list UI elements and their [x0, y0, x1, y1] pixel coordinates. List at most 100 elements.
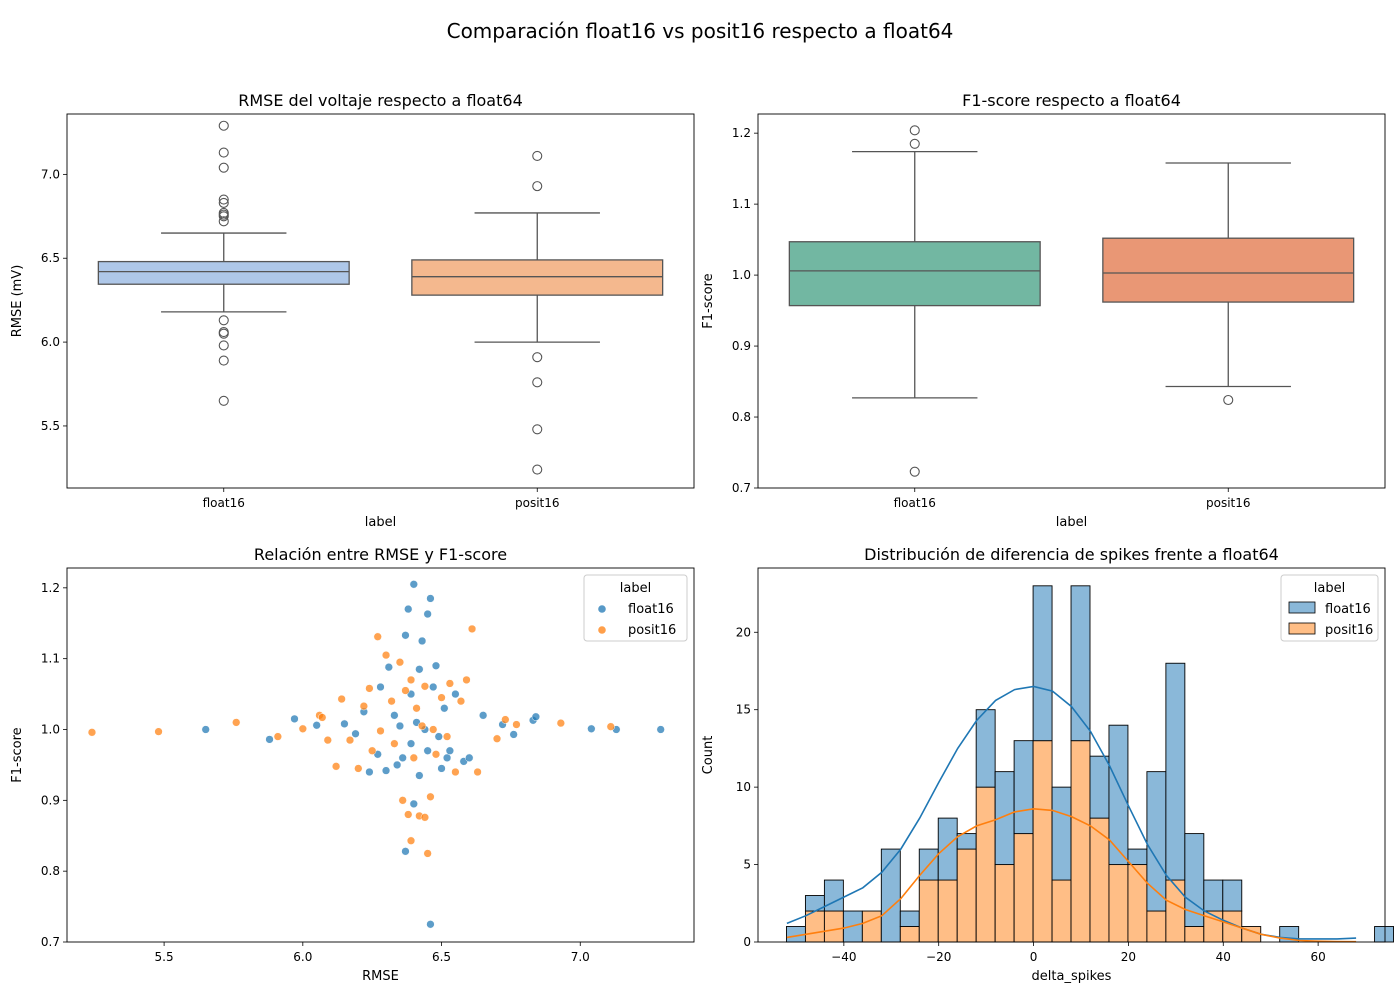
scatter-point-posit16: [401, 686, 410, 695]
hist-bar-float16: [823, 879, 844, 912]
outlier-point: [909, 466, 920, 477]
scatter-point-float16: [384, 663, 393, 672]
y-tick-label: 1.0: [732, 268, 751, 282]
legend-title: label: [620, 581, 651, 596]
hist-bar-posit16: [899, 926, 920, 943]
axes-frame: [66, 567, 695, 943]
scatter-point-posit16: [406, 836, 416, 845]
scatter-point-float16: [398, 753, 407, 762]
scatter-point-posit16: [323, 735, 332, 745]
delta-spikes-histogram-panel: −40 −20 0 20 40 60 0 5 10 15 20 Distribución de dif…: [701, 545, 1394, 984]
y-tick-label: 0.8: [732, 410, 751, 424]
scatter-point-float16: [265, 735, 274, 744]
hist-bar-float16: [1032, 585, 1053, 742]
scatter-point-float16: [406, 739, 416, 748]
chart-title: Distribución de diferencia de spikes fre…: [864, 545, 1279, 564]
hist-bar-posit16: [1070, 740, 1091, 943]
figure-suptitle: Comparación float16 vs posit16 respecto …: [447, 19, 954, 43]
scatter-point-posit16: [381, 650, 391, 660]
scatter-point-posit16: [331, 762, 341, 771]
legend-title: label: [1314, 581, 1345, 596]
chart-title: RMSE del voltaje respecto a float64: [238, 91, 523, 110]
scatter-point-float16: [395, 721, 405, 731]
x-tick-label: posit16: [515, 496, 560, 510]
y-tick-label: 1.0: [41, 723, 60, 737]
y-tick-label: 0.7: [41, 935, 60, 949]
hist-bar-posit16: [804, 910, 825, 943]
scatter-point-float16: [409, 799, 418, 809]
scatter-point-float16: [201, 725, 210, 734]
hist-bar-posit16: [937, 879, 958, 943]
scatter-point-posit16: [556, 718, 565, 728]
legend-label: posit16: [628, 623, 676, 638]
outlier-point: [532, 352, 543, 363]
y-tick-label: 0: [743, 935, 751, 949]
y-tick-label: 15: [736, 703, 751, 717]
axes-frame: [757, 113, 1386, 489]
y-axis-label: RMSE (mV): [10, 265, 25, 338]
scatter-point-posit16: [395, 658, 405, 667]
hist-bar-posit16: [861, 910, 882, 943]
scatter-point-posit16: [426, 792, 435, 801]
hist-bar-float16: [1165, 662, 1186, 881]
outlier-point: [532, 377, 543, 388]
outlier-point: [1223, 394, 1234, 406]
scatter-point-float16: [587, 724, 596, 733]
scatter-point-float16: [417, 636, 427, 646]
y-tick-label: 0.9: [732, 339, 751, 353]
outlier-point: [218, 147, 229, 158]
scatter-point-posit16: [368, 746, 377, 755]
hist-bar-float16: [880, 848, 901, 943]
x-tick-label: 6.0: [293, 950, 312, 964]
rmse-boxplot-panel: float16 posit16 5.5 6.0 6.5 7.0 RMSE del volta…: [10, 91, 695, 530]
scatter-point-posit16: [429, 725, 438, 734]
hist-bar-posit16: [1013, 833, 1034, 943]
scatter-point-float16: [442, 753, 452, 762]
hist-bar-float16: [899, 910, 920, 927]
scatter-point-posit16: [420, 813, 430, 822]
hist-bar-posit16: [1051, 879, 1072, 943]
scatter-point-float16: [415, 771, 424, 780]
scatter-point-float16: [434, 732, 443, 741]
hist-bar-posit16: [1165, 879, 1186, 943]
x-axis-label: RMSE: [362, 969, 399, 984]
y-tick-label: 10: [736, 780, 751, 794]
scatter-point-posit16: [87, 728, 97, 737]
scatter-point-posit16: [412, 704, 421, 713]
outlier-point: [218, 328, 229, 339]
y-tick-label: 1.2: [732, 126, 751, 140]
scatter-point-float16: [431, 661, 441, 670]
outlier-point: [218, 315, 229, 326]
scatter-point-posit16: [445, 679, 455, 688]
y-tick-label: 0.7: [732, 481, 751, 495]
scatter-point-posit16: [154, 727, 163, 736]
scatter-point-float16: [365, 767, 374, 777]
scatter-point-float16: [656, 725, 665, 734]
y-tick-label: 0.8: [41, 864, 60, 878]
scatter-point-posit16: [417, 721, 427, 731]
x-tick-label: 6.5: [432, 950, 451, 964]
x-tick-label: posit16: [1206, 496, 1251, 510]
x-tick-label: float16: [203, 496, 245, 510]
x-tick-label: 40: [1216, 950, 1231, 964]
scatter-point-float16: [429, 682, 438, 692]
hist-bar-float16: [1070, 585, 1091, 742]
axes-frame: [757, 567, 1386, 943]
scatter-point-posit16: [398, 796, 407, 805]
scatter-point-posit16: [442, 732, 452, 741]
scatter-point-posit16: [437, 693, 446, 702]
legend-label: float16: [1325, 602, 1371, 617]
outlier-point: [218, 340, 229, 351]
x-tick-label: −20: [926, 950, 951, 964]
scatter-point-posit16: [451, 767, 460, 777]
outlier-point: [218, 194, 229, 205]
legend-label: float16: [628, 602, 674, 617]
scatter-point-posit16: [512, 720, 521, 729]
legend-swatch-float16: [1288, 601, 1316, 614]
chart-title: F1-score respecto a float64: [962, 91, 1181, 110]
scatter-point-float16: [423, 609, 432, 619]
y-tick-label: 5: [743, 858, 751, 872]
outlier-point: [218, 197, 229, 208]
x-tick-label: −40: [831, 950, 856, 964]
scatter-point-posit16: [462, 675, 471, 685]
